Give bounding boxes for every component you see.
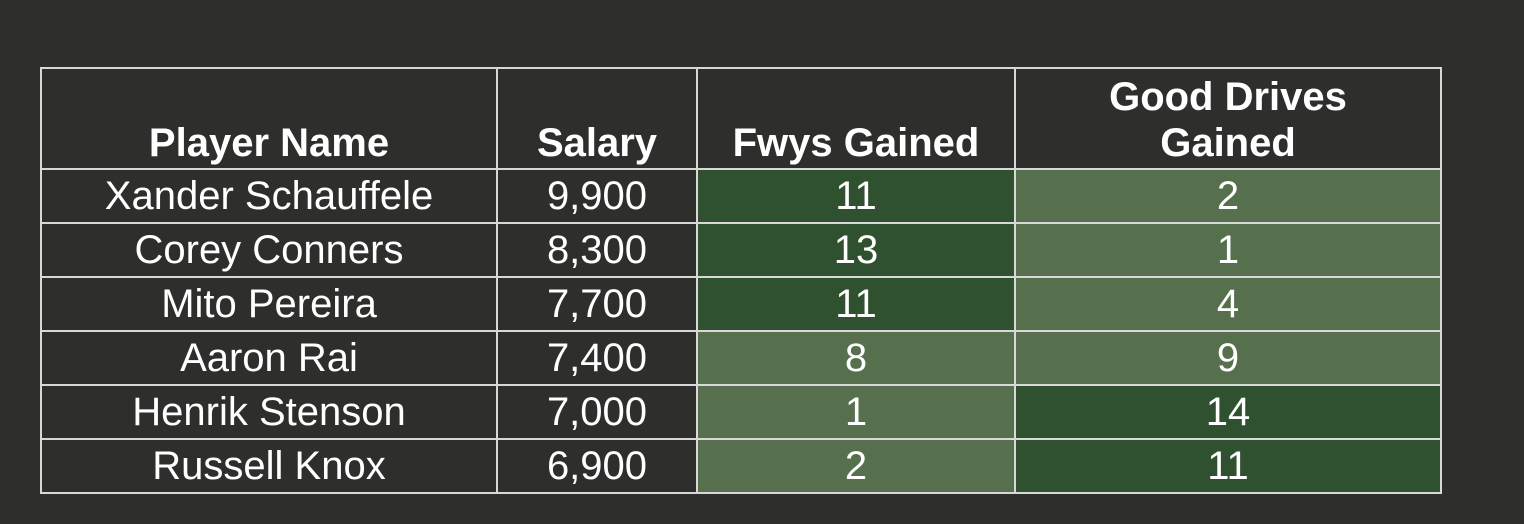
cell-salary: 9,900 [496, 168, 698, 224]
cell-player-name: Corey Conners [40, 222, 498, 278]
cell-fwys-gained: 1 [696, 384, 1016, 440]
cell-fwys-gained: 2 [696, 438, 1016, 494]
header-good-drives-gained: Good Drives Gained [1014, 67, 1442, 170]
cell-fwys-gained: 11 [696, 168, 1016, 224]
cell-good-drives-gained: 14 [1014, 384, 1442, 440]
table-body: Xander Schauffele 9,900 11 2 Corey Conners 8,… [40, 168, 1442, 494]
cell-good-drives-gained: 4 [1014, 276, 1442, 332]
cell-player-name: Xander Schauffele [40, 168, 498, 224]
table-row: Henrik Stenson 7,000 1 14 [40, 384, 1442, 440]
cell-fwys-gained: 8 [696, 330, 1016, 386]
header-row: Player Name Salary Fwys Gained Good Driv… [40, 67, 1442, 170]
cell-player-name: Russell Knox [40, 438, 498, 494]
cell-good-drives-gained: 1 [1014, 222, 1442, 278]
header-salary: Salary [496, 67, 698, 170]
table-row: Aaron Rai 7,400 8 9 [40, 330, 1442, 386]
cell-player-name: Henrik Stenson [40, 384, 498, 440]
stats-table: Player Name Salary Fwys Gained Good Driv… [40, 67, 1442, 494]
cell-good-drives-gained: 11 [1014, 438, 1442, 494]
cell-player-name: Mito Pereira [40, 276, 498, 332]
cell-salary: 7,400 [496, 330, 698, 386]
header-good-drives-gained-label: Good Drives Gained [1109, 75, 1347, 165]
cell-good-drives-gained: 2 [1014, 168, 1442, 224]
cell-salary: 7,700 [496, 276, 698, 332]
table-row: Russell Knox 6,900 2 11 [40, 438, 1442, 494]
cell-salary: 8,300 [496, 222, 698, 278]
cell-salary: 7,000 [496, 384, 698, 440]
cell-fwys-gained: 13 [696, 222, 1016, 278]
header-player-name: Player Name [40, 67, 498, 170]
table-row: Xander Schauffele 9,900 11 2 [40, 168, 1442, 224]
cell-good-drives-gained: 9 [1014, 330, 1442, 386]
table-row: Corey Conners 8,300 13 1 [40, 222, 1442, 278]
header-fwys-gained: Fwys Gained [696, 67, 1016, 170]
table-row: Mito Pereira 7,700 11 4 [40, 276, 1442, 332]
cell-player-name: Aaron Rai [40, 330, 498, 386]
cell-fwys-gained: 11 [696, 276, 1016, 332]
cell-salary: 6,900 [496, 438, 698, 494]
